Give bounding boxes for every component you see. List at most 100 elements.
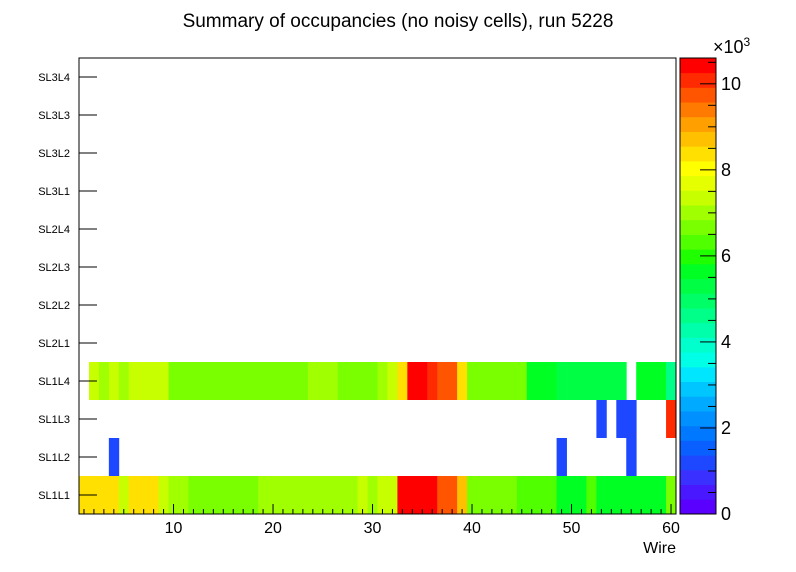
heatmap-cell — [228, 476, 239, 514]
heatmap-cell — [178, 362, 189, 400]
heatmap-cell — [168, 476, 179, 514]
heatmap-cell — [586, 362, 597, 400]
heatmap-cell — [656, 476, 667, 514]
heatmap-cell — [297, 476, 309, 514]
heatmap-cell — [496, 362, 508, 400]
heatmap-cell — [198, 362, 209, 400]
heatmap-cell — [606, 476, 617, 514]
heatmap-cell — [467, 362, 478, 400]
heatmap-cell — [486, 362, 498, 400]
heatmap-cell — [188, 362, 199, 400]
heatmap-cell — [457, 362, 468, 400]
heatmap-cell — [546, 476, 557, 514]
heatmap-cell — [447, 362, 458, 400]
exponent-base: ×10 — [713, 37, 744, 57]
color-scale-segment — [680, 219, 716, 235]
heatmap-cell — [387, 476, 398, 514]
heatmap-cell — [626, 438, 637, 476]
heatmap-cell — [238, 362, 249, 400]
heatmap-cell — [566, 476, 577, 514]
heatmap-cell — [297, 362, 309, 400]
heatmap-cell — [357, 362, 368, 400]
x-axis: 10 20 30 40 50 60 — [83, 504, 680, 537]
color-scale-segment — [680, 381, 716, 397]
heatmap-cell — [506, 476, 518, 514]
x-tick-label: 20 — [264, 520, 282, 537]
heatmap-cell — [128, 476, 140, 514]
heatmap-cell — [347, 476, 358, 514]
heatmap-cell — [278, 362, 289, 400]
heatmap-cell — [108, 438, 120, 476]
heatmap-cell — [357, 476, 368, 514]
heatmap-cell — [377, 476, 388, 514]
heatmap-cell — [387, 362, 398, 400]
heatmap-cell — [646, 476, 657, 514]
color-scale-segment — [680, 322, 716, 338]
heatmap-cell — [98, 362, 110, 400]
color-scale-segment — [680, 131, 716, 147]
heatmap-cell — [208, 362, 219, 400]
y-tick-label: SL3L4 — [38, 72, 70, 84]
y-tick-label: SL1L3 — [38, 414, 70, 426]
heatmap-cell — [596, 362, 607, 400]
heatmap-cell — [307, 362, 319, 400]
y-tick-label: SL3L1 — [38, 186, 70, 198]
heatmap-cell — [427, 476, 438, 514]
heatmap-cell — [566, 362, 577, 400]
heatmap-cell — [427, 362, 438, 400]
heatmap-cell — [377, 362, 388, 400]
color-scale-segment — [680, 455, 716, 471]
color-scale-segment — [680, 425, 716, 441]
color-scale-segment — [680, 352, 716, 368]
heatmap-cell — [118, 476, 130, 514]
heatmap-cell — [248, 476, 259, 514]
color-scale-frame — [679, 57, 717, 515]
color-scale-segment — [680, 58, 716, 74]
heatmap-cell — [128, 362, 140, 400]
heatmap-cell — [287, 476, 299, 514]
x-tick-label: 40 — [463, 520, 481, 537]
color-scale-segment — [680, 102, 716, 118]
color-scale-segment — [680, 411, 716, 427]
color-scale-segment — [680, 396, 716, 412]
heatmap-cell — [327, 476, 339, 514]
heatmap-cell — [516, 476, 528, 514]
heatmap-cell — [407, 362, 418, 400]
heatmap-cell — [486, 476, 498, 514]
heatmap-cell — [228, 362, 239, 400]
y-axis: SL1L1 SL1L2 SL1L3 SL1L4 SL2L1 SL2L2 SL2L3 SL2L4… — [38, 72, 97, 502]
color-scale-segment — [680, 234, 716, 250]
heatmap-cell — [477, 476, 488, 514]
heatmap-cell — [467, 476, 478, 514]
heatmap-cell — [278, 476, 289, 514]
x-tick-label: 10 — [165, 520, 183, 537]
heatmap-cell — [437, 476, 448, 514]
heatmap-cell — [636, 476, 647, 514]
color-scale-segment — [680, 293, 716, 309]
color-scale-segment — [680, 72, 716, 88]
heatmap-cell — [596, 400, 607, 438]
heatmap-cell — [168, 362, 179, 400]
heatmap-cell — [118, 362, 130, 400]
heatmap-cell — [397, 362, 408, 400]
heatmap-cell — [636, 362, 647, 400]
heatmap-cell — [596, 476, 607, 514]
chart-title: Summary of occupancies (no noisy cells),… — [183, 11, 614, 32]
color-scale-segment — [680, 175, 716, 191]
heatmap-cell — [586, 476, 597, 514]
heatmap-cell — [666, 400, 677, 438]
color-scale-segment — [680, 205, 716, 221]
heatmap-cell — [258, 362, 269, 400]
color-scale-segment — [680, 337, 716, 353]
heatmap-cell — [556, 362, 567, 400]
heatmap-cell — [158, 362, 169, 400]
heatmap-cell — [526, 362, 538, 400]
heatmap-cell — [417, 362, 428, 400]
heatmap-cell — [616, 362, 627, 400]
heatmap-cell — [317, 476, 329, 514]
heatmap-cell — [496, 476, 508, 514]
color-scale-tick-label: 4 — [721, 332, 731, 352]
heatmap-cell — [606, 362, 617, 400]
y-tick-label: SL3L2 — [38, 148, 70, 160]
y-tick-label: SL3L3 — [38, 110, 70, 122]
